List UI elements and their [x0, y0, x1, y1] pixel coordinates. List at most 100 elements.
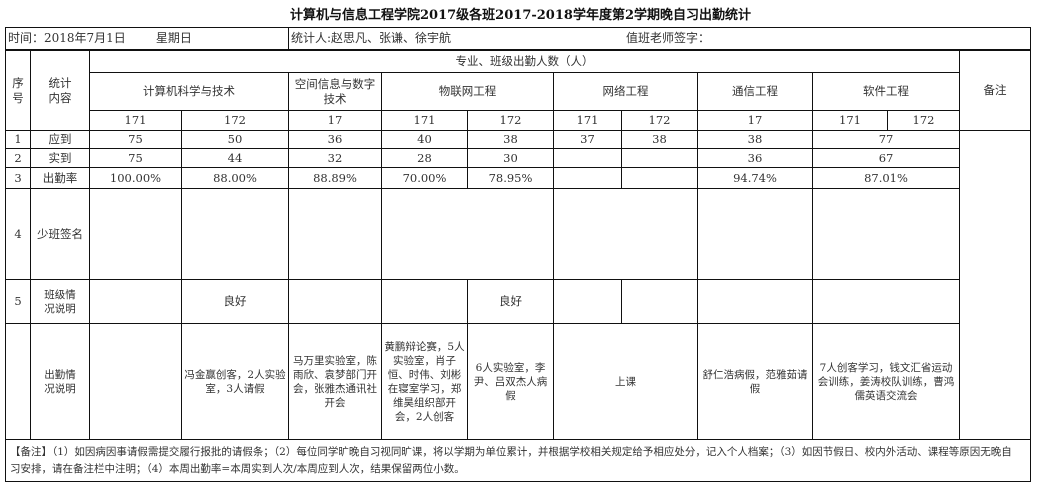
class-header: 17 [697, 110, 813, 131]
class-header: 172 [181, 110, 289, 131]
class-header: 172 [886, 110, 961, 131]
counters-cell: 统计人:赵思凡、张谦、徐宇航 值班老师签字： [288, 27, 1031, 50]
data-cell: 44 [181, 148, 289, 168]
data-cell [89, 323, 182, 440]
class-header: 171 [381, 110, 468, 131]
data-cell [811, 279, 961, 324]
data-cell [553, 167, 622, 189]
header-content: 统计内容 [30, 50, 90, 131]
data-cell: 36 [288, 130, 382, 149]
data-cell [697, 279, 813, 324]
data-cell: 70.00% [381, 167, 468, 189]
data-cell: 75 [89, 148, 182, 168]
date-cell: 时间：2018年7月1日 星期日 [5, 27, 289, 50]
row-label: 应到 [30, 130, 90, 149]
data-cell: 88.00% [181, 167, 289, 189]
class-header: 172 [467, 110, 554, 131]
data-cell: 38 [621, 130, 698, 149]
date-text: 时间：2018年7月1日 [8, 31, 126, 45]
data-cell [553, 279, 622, 324]
data-cell: 100.00% [89, 167, 182, 189]
data-cell: 75 [89, 130, 182, 149]
data-cell: 上课 [553, 323, 698, 440]
data-cell: 38 [697, 130, 813, 149]
class-header: 171 [89, 110, 182, 131]
data-cell: 良好 [467, 279, 554, 324]
attendance-table: 序号 统计内容 专业、班级出勤人数（人） 备注 计算机科学与技术 空间信息与数字… [4, 50, 1032, 482]
data-cell: 50 [181, 130, 289, 149]
row-label: 实到 [30, 148, 90, 168]
signature-cell[interactable] [288, 188, 382, 280]
data-cell: 77 [811, 130, 961, 149]
major-iot: 物联网工程 [381, 72, 554, 111]
major-network: 网络工程 [553, 72, 698, 111]
row-number: 3 [5, 167, 31, 189]
data-cell: 88.89% [288, 167, 382, 189]
table-row-expected: 1 应到 75 50 36 40 38 37 38 38 77 [5, 130, 1032, 440]
header-remark: 备注 [959, 50, 1032, 131]
major-software: 软件工程 [811, 72, 961, 111]
signature-cell[interactable] [181, 188, 289, 280]
data-cell: 37 [553, 130, 622, 149]
data-cell: 40 [381, 130, 468, 149]
data-cell [621, 279, 698, 324]
data-cell: 30 [467, 148, 554, 168]
table-row-attendance-notes: 出勤情况说明 冯金赢创客，2人实验室，3人请假 马万里实验室，陈雨欣、袁梦部门开… [5, 323, 1031, 440]
data-cell: 良好 [181, 279, 289, 324]
data-cell: 6人实验室，李尹、吕双杰人病假 [467, 323, 554, 440]
class-header: 17 [288, 110, 382, 131]
data-cell: 36 [697, 148, 813, 168]
class-header: 172 [621, 110, 698, 131]
weekday-text: 星期日 [155, 31, 192, 45]
data-cell [553, 148, 622, 168]
data-cell: 38 [467, 130, 554, 149]
table-row-class-status: 5 班级情况说明 良好 良好 [5, 279, 1031, 324]
teacher-sign-label: 值班老师签字： [626, 31, 711, 45]
data-cell [381, 279, 468, 324]
data-cell: 78.95% [467, 167, 554, 189]
data-cell: 马万里实验室，陈雨欣、袁梦部门开会，张雅杰通讯社开会 [288, 323, 382, 440]
class-header: 171 [812, 110, 888, 131]
major-spatial: 空间信息与数字技术 [288, 72, 382, 111]
data-cell [89, 279, 182, 324]
data-cell [288, 279, 382, 324]
remark-cell [959, 130, 1032, 440]
row-label: 班级情况说明 [30, 279, 90, 324]
class-header: 171 [553, 110, 622, 131]
data-cell: 87.01% [811, 167, 961, 189]
header-group: 专业、班级出勤人数（人） [88, 50, 961, 73]
signature-cell[interactable] [811, 188, 961, 280]
signature-cell[interactable] [381, 188, 554, 280]
data-cell: 7人创客学习，钱文汇省运动会训练，姜涛校队训练，曹鸿儒英语交流会 [811, 323, 961, 440]
data-cell: 94.74% [697, 167, 813, 189]
page-title: 计算机与信息工程学院2017级各班2017-2018学年度第2学期晚自习出勤统计 [290, 8, 751, 23]
row-number: 1 [5, 130, 31, 149]
row-number: 2 [5, 148, 31, 168]
counters-text: 统计人:赵思凡、张谦、徐宇航 [291, 31, 452, 45]
data-cell: 32 [288, 148, 382, 168]
data-cell [621, 167, 698, 189]
row-label: 出勤情况说明 [30, 323, 90, 440]
row-label: 出勤率 [30, 167, 90, 189]
header-seq: 序号 [5, 50, 31, 131]
major-comm: 通信工程 [697, 72, 813, 111]
data-cell [621, 148, 698, 168]
major-cs: 计算机科学与技术 [89, 72, 289, 111]
data-cell: 冯金赢创客，2人实验室，3人请假 [181, 323, 289, 440]
row-number: 5 [5, 279, 31, 324]
data-cell: 舒仁浩病假，范雅茹请假 [697, 323, 813, 440]
signature-cell[interactable] [553, 188, 698, 280]
data-cell: 28 [381, 148, 468, 168]
table-row-rate: 3 出勤率 100.00% 88.00% 88.89% 70.00% 78.95… [5, 167, 1031, 189]
table-row-signature: 4 少班签名 [5, 188, 1031, 280]
notes: 【备注】（1）如因病因事请假需提交履行报批的请假条；（2）每位同学旷晚自习视同旷… [4, 439, 1032, 482]
data-cell: 黄鹏辩论赛，5人实验室，肖子恒、时伟、刘彬在寝室学习，郑维昊组织部开会，2人创客 [381, 323, 468, 440]
signature-cell[interactable] [697, 188, 813, 280]
row-number: 4 [5, 188, 31, 280]
info-row: 时间：2018年7月1日 星期日 统计人:赵思凡、张谦、徐宇航 值班老师签字： [5, 27, 1031, 50]
table-row-actual: 2 实到 75 44 32 28 30 36 67 [5, 148, 1031, 168]
signature-cell[interactable] [89, 188, 182, 280]
row-label: 少班签名 [30, 188, 90, 280]
row-number [5, 323, 31, 440]
data-cell: 67 [811, 148, 961, 168]
